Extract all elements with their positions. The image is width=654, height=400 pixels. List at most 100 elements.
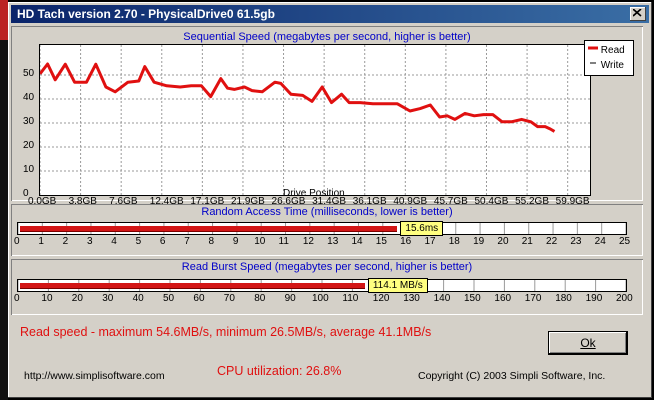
- legend-read-label: Read: [600, 45, 625, 56]
- x-tick-label: 36.1GB: [352, 196, 387, 207]
- bar-tick-label: 5: [135, 236, 142, 247]
- bar-tick-label: 12: [302, 236, 314, 247]
- x-tick-label: 59.9GB: [555, 196, 590, 207]
- bar-tick-label: 2: [62, 236, 69, 247]
- bar-tick-label: 110: [342, 293, 359, 304]
- bar-tick-label: 50: [163, 293, 175, 304]
- y-tick-label: 30: [23, 116, 35, 127]
- x-tick-label: 40.9GB: [393, 196, 428, 207]
- burst-bar: [20, 283, 365, 289]
- bar-tick-label: 6: [159, 236, 166, 247]
- bar-tick-label: 100: [312, 293, 329, 304]
- bar-tick-label: 7: [184, 236, 190, 247]
- legend-read: Read: [588, 43, 625, 56]
- bar-tick-label: 16: [400, 236, 412, 247]
- bar-tick-label: 21: [521, 236, 533, 247]
- bar-tick-label: 90: [284, 293, 296, 304]
- title-bar[interactable]: HD Tach version 2.70 - PhysicalDrive0 61…: [11, 5, 649, 23]
- burst-panel: Read Burst Speed (megabytes per second, …: [11, 259, 643, 315]
- x-tick-label: 55.2GB: [515, 196, 549, 207]
- bar-tick-label: 23: [570, 236, 582, 247]
- random-access-panel: Random Access Time (milliseconds, lower …: [11, 204, 643, 256]
- x-tick-label: 21.9GB: [230, 196, 265, 207]
- bar-tick-label: 3: [86, 236, 93, 247]
- legend-read-marker: [588, 46, 598, 50]
- bar-tick-label: 4: [111, 236, 117, 247]
- bar-tick-label: 10: [254, 236, 266, 247]
- read-speed-summary: Read speed - maximum 54.6MB/s, minimum 2…: [20, 325, 432, 339]
- close-button[interactable]: [630, 7, 646, 21]
- sequential-chart: [38, 45, 590, 195]
- y-tick-label: 20: [23, 140, 35, 151]
- y-tick-label: 40: [23, 92, 35, 103]
- y-tick-label: 10: [23, 164, 35, 175]
- bar-tick-label: 0: [14, 236, 20, 247]
- legend-write-marker: [590, 62, 596, 64]
- bar-tick-label: 170: [524, 293, 542, 304]
- close-icon: [633, 9, 642, 17]
- sequential-plot: [38, 44, 591, 196]
- bar-tick-label: 150: [464, 293, 481, 304]
- bar-tick-label: 20: [497, 236, 509, 247]
- ok-button-label: Ok: [580, 336, 596, 350]
- bar-tick-label: 160: [494, 293, 512, 304]
- bar-tick-label: 130: [403, 293, 420, 304]
- bar-tick-label: 190: [585, 293, 603, 304]
- bar-tick-label: 9: [232, 236, 239, 247]
- burst-title: Read Burst Speed (megabytes per second, …: [181, 261, 473, 273]
- legend-write: Write: [588, 58, 624, 71]
- random-access-track: [17, 222, 627, 235]
- burst-track: [17, 279, 627, 292]
- x-tick-label: 31.4GB: [312, 196, 347, 207]
- bar-tick-label: 20: [71, 293, 83, 304]
- x-tick-label: 26.6GB: [271, 196, 306, 207]
- cpu-utilization: CPU utilization: 26.8%: [217, 364, 342, 378]
- burst-value: 114.1 MB/s: [367, 278, 428, 293]
- bar-tick-label: 0: [14, 293, 20, 304]
- bar-tick-label: 24: [594, 236, 606, 247]
- bar-tick-label: 8: [208, 236, 215, 247]
- bar-tick-label: 15: [375, 236, 387, 247]
- bar-tick-label: 80: [254, 293, 266, 304]
- bar-tick-label: 22: [546, 236, 558, 247]
- hdtach-window: HD Tach version 2.70 - PhysicalDrive0 61…: [8, 2, 652, 398]
- bar-tick-label: 14: [351, 236, 363, 247]
- bar-tick-label: 25: [619, 236, 631, 247]
- y-tick-label: 0: [23, 188, 29, 199]
- read-series-line: [38, 62, 556, 133]
- sequential-legend: Read Write: [584, 40, 634, 76]
- sequential-panel: Sequential Speed (megabytes per second, …: [11, 26, 643, 207]
- y-tick-label: 50: [23, 68, 35, 79]
- bar-tick-label: 40: [132, 293, 144, 304]
- sequential-title: Sequential Speed (megabytes per second, …: [183, 31, 471, 43]
- x-tick-label: 12.4GB: [149, 196, 184, 207]
- x-tick-label: 50.4GB: [474, 196, 509, 207]
- ok-button[interactable]: Ok: [548, 331, 628, 355]
- bar-tick-label: 200: [616, 293, 633, 304]
- bar-tick-label: 180: [555, 293, 572, 304]
- copyright-text: Copyright (C) 2003 Simpli Software, Inc.: [418, 370, 606, 382]
- x-tick-label: 7.6GB: [109, 196, 138, 207]
- x-tick-label: 17.1GB: [190, 196, 225, 207]
- bar-tick-label: 70: [223, 293, 235, 304]
- bar-tick-label: 10: [41, 293, 53, 304]
- random-access-title: Random Access Time (milliseconds, lower …: [201, 206, 453, 218]
- desktop-background: [0, 0, 8, 400]
- bar-tick-label: 11: [278, 236, 289, 247]
- bar-tick-label: 30: [102, 293, 114, 304]
- website-link[interactable]: http://www.simplisoftware.com: [24, 370, 165, 382]
- random-access-bar: [20, 226, 398, 232]
- bar-tick-label: 60: [193, 293, 205, 304]
- bar-tick-label: 140: [433, 293, 451, 304]
- desktop-icon-fragment: [0, 0, 8, 40]
- bar-tick-label: 13: [327, 236, 339, 247]
- legend-write-label: Write: [600, 60, 624, 71]
- bar-tick-label: 17: [424, 236, 436, 247]
- x-tick-label: 45.7GB: [433, 196, 468, 207]
- bar-tick-label: 120: [372, 293, 390, 304]
- x-tick-label: 3.8GB: [68, 196, 97, 207]
- bar-tick-label: 1: [38, 236, 44, 247]
- bar-tick-label: 19: [473, 236, 485, 247]
- random-access-value: 15.6ms: [400, 221, 444, 236]
- bar-tick-label: 18: [448, 236, 460, 247]
